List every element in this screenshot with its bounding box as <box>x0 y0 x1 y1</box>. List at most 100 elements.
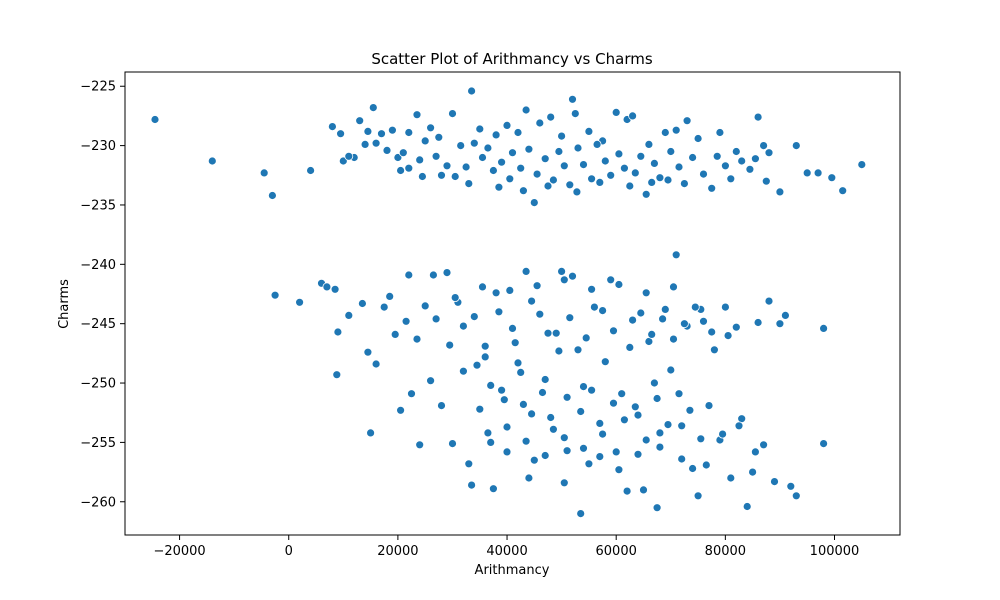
data-point <box>710 345 719 355</box>
data-point <box>652 394 662 403</box>
data-point <box>791 141 801 151</box>
data-point <box>606 275 616 285</box>
data-point <box>666 365 676 375</box>
data-point <box>502 447 512 457</box>
data-point <box>521 105 531 115</box>
data-point <box>420 301 430 311</box>
data-point <box>385 291 395 301</box>
data-point <box>636 151 646 161</box>
data-point <box>587 385 596 395</box>
data-point <box>707 327 717 337</box>
data-point <box>625 342 635 352</box>
data-point <box>600 357 610 367</box>
y-tick-label: −245 <box>80 317 116 332</box>
data-point <box>609 326 618 336</box>
data-point <box>671 125 681 135</box>
data-point <box>721 302 730 312</box>
data-point <box>641 189 651 199</box>
data-point <box>415 155 425 165</box>
data-point <box>595 452 605 462</box>
data-point <box>510 338 520 348</box>
data-point <box>576 407 586 416</box>
data-point <box>573 345 583 355</box>
data-point <box>445 340 455 350</box>
data-point <box>332 370 342 380</box>
x-axis: −20000 0 20000 40000 60000 80000 100000 <box>153 535 859 559</box>
data-point <box>393 153 403 162</box>
data-point <box>529 455 539 465</box>
data-point <box>540 375 550 384</box>
data-point <box>786 481 796 491</box>
data-point <box>584 459 594 469</box>
data-point <box>559 161 569 171</box>
data-point <box>478 282 487 292</box>
data-point <box>636 308 646 318</box>
data-point <box>568 271 577 281</box>
data-point <box>469 138 479 148</box>
data-point <box>540 451 550 460</box>
data-point <box>726 473 736 483</box>
data-point <box>357 299 367 308</box>
data-point <box>715 128 725 137</box>
plot-frame <box>124 71 901 536</box>
data-point <box>407 389 416 399</box>
data-point <box>699 316 708 326</box>
data-point <box>568 94 577 104</box>
data-point <box>467 86 477 96</box>
data-point <box>723 331 733 341</box>
data-point <box>660 128 670 137</box>
data-point <box>647 329 657 339</box>
data-point <box>693 491 703 501</box>
data-point <box>677 421 687 431</box>
chart-title: Scatter Plot of Arithmancy vs Charms <box>371 50 652 68</box>
data-point <box>587 174 596 184</box>
data-point <box>333 327 343 337</box>
data-point <box>417 172 427 181</box>
data-point <box>322 282 332 292</box>
data-point <box>827 173 837 183</box>
x-tick-label: 40000 <box>486 544 527 559</box>
data-point <box>693 134 703 143</box>
data-point <box>565 313 575 323</box>
data-point <box>770 477 779 487</box>
data-point <box>688 153 697 162</box>
data-point <box>480 341 490 351</box>
data-point <box>611 108 621 117</box>
data-point <box>655 173 665 183</box>
data-point <box>712 151 722 161</box>
data-point <box>677 454 687 464</box>
data-point <box>519 186 528 196</box>
data-point <box>524 473 534 483</box>
data-point <box>355 116 365 126</box>
data-point <box>628 111 637 121</box>
data-point <box>508 148 517 158</box>
data-point <box>573 143 583 153</box>
data-point <box>450 172 460 181</box>
data-point <box>579 382 588 392</box>
data-point <box>731 322 741 332</box>
data-point <box>753 112 763 122</box>
data-point <box>270 290 280 300</box>
data-point <box>516 163 526 173</box>
data-point <box>628 315 637 325</box>
data-point <box>759 440 768 450</box>
data-point <box>344 151 354 161</box>
data-point <box>497 385 507 395</box>
data-point <box>641 288 651 298</box>
data-point <box>535 309 545 319</box>
data-point <box>267 191 277 200</box>
data-point <box>377 129 386 139</box>
data-point <box>488 166 498 175</box>
x-tick-label: 20000 <box>377 544 418 559</box>
data-point <box>494 182 504 192</box>
x-tick-label: 80000 <box>705 544 746 559</box>
data-point <box>546 112 556 122</box>
data-point <box>456 141 466 151</box>
data-point <box>532 169 542 179</box>
data-point <box>685 405 695 415</box>
data-point <box>404 163 414 173</box>
data-point <box>404 128 414 137</box>
data-point <box>467 480 477 490</box>
data-point <box>559 275 569 285</box>
